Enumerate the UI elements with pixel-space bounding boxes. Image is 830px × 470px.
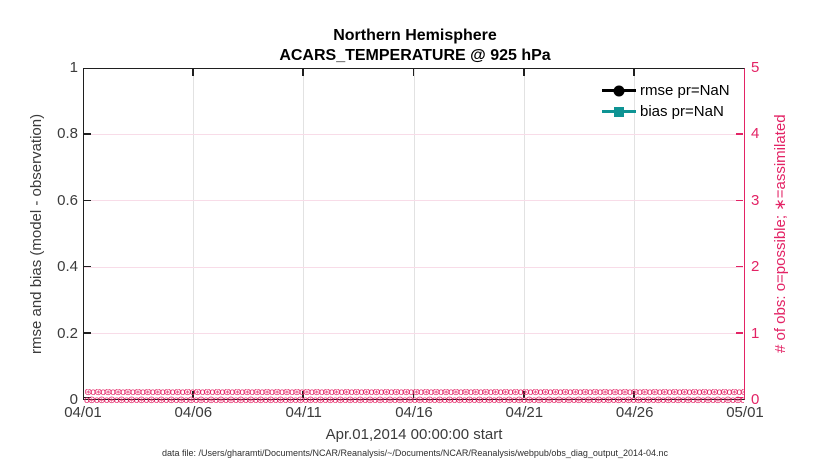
left-tick-label: 0.6 <box>57 191 78 209</box>
gridline-horizontal <box>84 333 743 335</box>
gridline-vertical <box>634 69 636 398</box>
gridline-vertical <box>413 69 415 398</box>
tick-mark <box>302 391 304 398</box>
tick-mark <box>412 391 415 398</box>
x-tick-label: 04/16 <box>395 404 433 421</box>
gridline-horizontal <box>84 133 743 135</box>
left-tick-label: 0.4 <box>57 258 78 276</box>
title-block: Northern Hemisphere ACARS_TEMPERATURE @ … <box>0 26 830 66</box>
legend-label-bias: bias pr=NaN <box>640 103 724 120</box>
gridline-vertical <box>192 69 194 398</box>
data-file-note: data file: /Users/gharamti/Documents/NCA… <box>161 448 668 458</box>
tick-mark <box>736 199 743 202</box>
tick-mark <box>523 391 525 398</box>
tick-mark <box>84 396 91 398</box>
right-tick-label: 5 <box>751 59 760 76</box>
tick-mark <box>633 69 635 76</box>
tick-mark <box>412 69 415 76</box>
tick-mark <box>84 332 91 334</box>
page-title: Northern Hemisphere <box>333 27 497 44</box>
x-tick-label: 04/26 <box>615 404 654 421</box>
left-axis-label: rmse and bias (model - observation) <box>28 113 45 355</box>
x-tick-label: 04/11 <box>285 404 322 421</box>
right-tick-label: 2 <box>751 258 760 276</box>
rmse-line-swatch <box>602 85 636 96</box>
left-tick-label: 0.2 <box>57 324 78 342</box>
right-tick-label: 4 <box>751 125 760 143</box>
x-tick-label: 04/01 <box>64 404 102 421</box>
gridline-vertical <box>303 69 305 398</box>
filled-circle-marker-icon <box>613 85 625 96</box>
right-axis-label: # of obs: o=possible; ∗=assimilated <box>772 114 789 354</box>
tick-mark <box>84 133 91 135</box>
right-tick-label: 0 <box>751 391 760 408</box>
legend-item-rmse: rmse pr=NaN <box>602 80 730 101</box>
tick-mark <box>192 69 194 76</box>
tick-mark <box>736 133 743 135</box>
obs-marker-row: ⊛o⊛o⊛o⊛o⊛o⊛o⊛o⊛o⊛o⊛o⊛o⊛o⊛o⊛o⊛o⊛o⊛o⊛o⊛o⊛o… <box>84 389 744 398</box>
obs-marker-row: o⊛o⊛o⊛o⊛o⊛o⊛o⊛o⊛o⊛o⊛o⊛o⊛o⊛o⊛o⊛o⊛o⊛o⊛o⊛o⊛… <box>84 394 744 404</box>
right-tick-label: 1 <box>751 324 760 342</box>
left-tick-label: 0.8 <box>57 125 78 143</box>
left-tick-label: 1 <box>69 59 78 76</box>
gridline-horizontal <box>84 266 743 268</box>
tick-mark <box>633 391 635 398</box>
tick-mark <box>302 69 304 76</box>
tick-mark <box>523 69 525 76</box>
gridline-vertical <box>523 69 525 398</box>
tick-mark <box>192 391 194 398</box>
tick-mark <box>736 265 743 268</box>
plot-area <box>83 68 745 400</box>
legend-label-rmse: rmse pr=NaN <box>640 82 730 99</box>
gridline-horizontal <box>84 200 743 202</box>
x-tick-label: 04/06 <box>174 404 213 421</box>
legend-item-bias: bias pr=NaN <box>602 101 730 122</box>
tick-mark <box>84 199 91 202</box>
left-tick-label: 0 <box>69 391 78 408</box>
x-tick-label: 04/21 <box>505 404 544 421</box>
filled-square-marker-icon <box>614 106 624 117</box>
tick-mark <box>84 265 91 268</box>
x-axis-label: Apr.01,2014 00:00:00 start <box>325 426 503 443</box>
tick-mark <box>736 396 743 398</box>
tick-mark <box>736 332 743 334</box>
bias-line-swatch <box>602 106 636 117</box>
x-tick-label: 05/01 <box>726 404 764 421</box>
page-subtitle: ACARS_TEMPERATURE @ 925 hPa <box>279 47 551 64</box>
right-tick-label: 3 <box>751 191 760 209</box>
legend: rmse pr=NaN bias pr=NaN <box>602 80 730 122</box>
obs-count-marker-band: ⊛o⊛o⊛o⊛o⊛o⊛o⊛o⊛o⊛o⊛o⊛o⊛o⊛o⊛o⊛o⊛o⊛o⊛o⊛o⊛o… <box>84 389 744 404</box>
